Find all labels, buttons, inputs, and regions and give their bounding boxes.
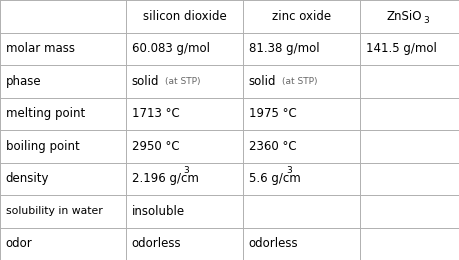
Text: 141.5 g/mol: 141.5 g/mol (366, 42, 437, 55)
Text: insoluble: insoluble (132, 205, 185, 218)
Text: 2360 °C: 2360 °C (249, 140, 297, 153)
Text: odor: odor (6, 237, 32, 250)
Text: phase: phase (6, 75, 41, 88)
Text: 81.38 g/mol: 81.38 g/mol (249, 42, 319, 55)
Text: ZnSiO: ZnSiO (386, 10, 422, 23)
Text: solid: solid (132, 75, 159, 88)
Text: 2.196 g/cm: 2.196 g/cm (132, 172, 199, 185)
Text: density: density (6, 172, 49, 185)
Text: molar mass: molar mass (6, 42, 74, 55)
Text: boiling point: boiling point (6, 140, 79, 153)
Text: odorless: odorless (132, 237, 181, 250)
Text: 3: 3 (183, 166, 189, 176)
Text: 1713 °C: 1713 °C (132, 107, 179, 120)
Text: 3: 3 (423, 16, 429, 25)
Text: solid: solid (249, 75, 276, 88)
Text: (at STP): (at STP) (282, 77, 317, 86)
Text: 5.6 g/cm: 5.6 g/cm (249, 172, 301, 185)
Text: silicon dioxide: silicon dioxide (143, 10, 227, 23)
Text: 60.083 g/mol: 60.083 g/mol (132, 42, 210, 55)
Text: 1975 °C: 1975 °C (249, 107, 297, 120)
Text: odorless: odorless (249, 237, 298, 250)
Text: melting point: melting point (6, 107, 85, 120)
Text: zinc oxide: zinc oxide (272, 10, 331, 23)
Text: 2950 °C: 2950 °C (132, 140, 179, 153)
Text: 3: 3 (286, 166, 292, 176)
Text: solubility in water: solubility in water (6, 206, 102, 216)
Text: (at STP): (at STP) (165, 77, 200, 86)
